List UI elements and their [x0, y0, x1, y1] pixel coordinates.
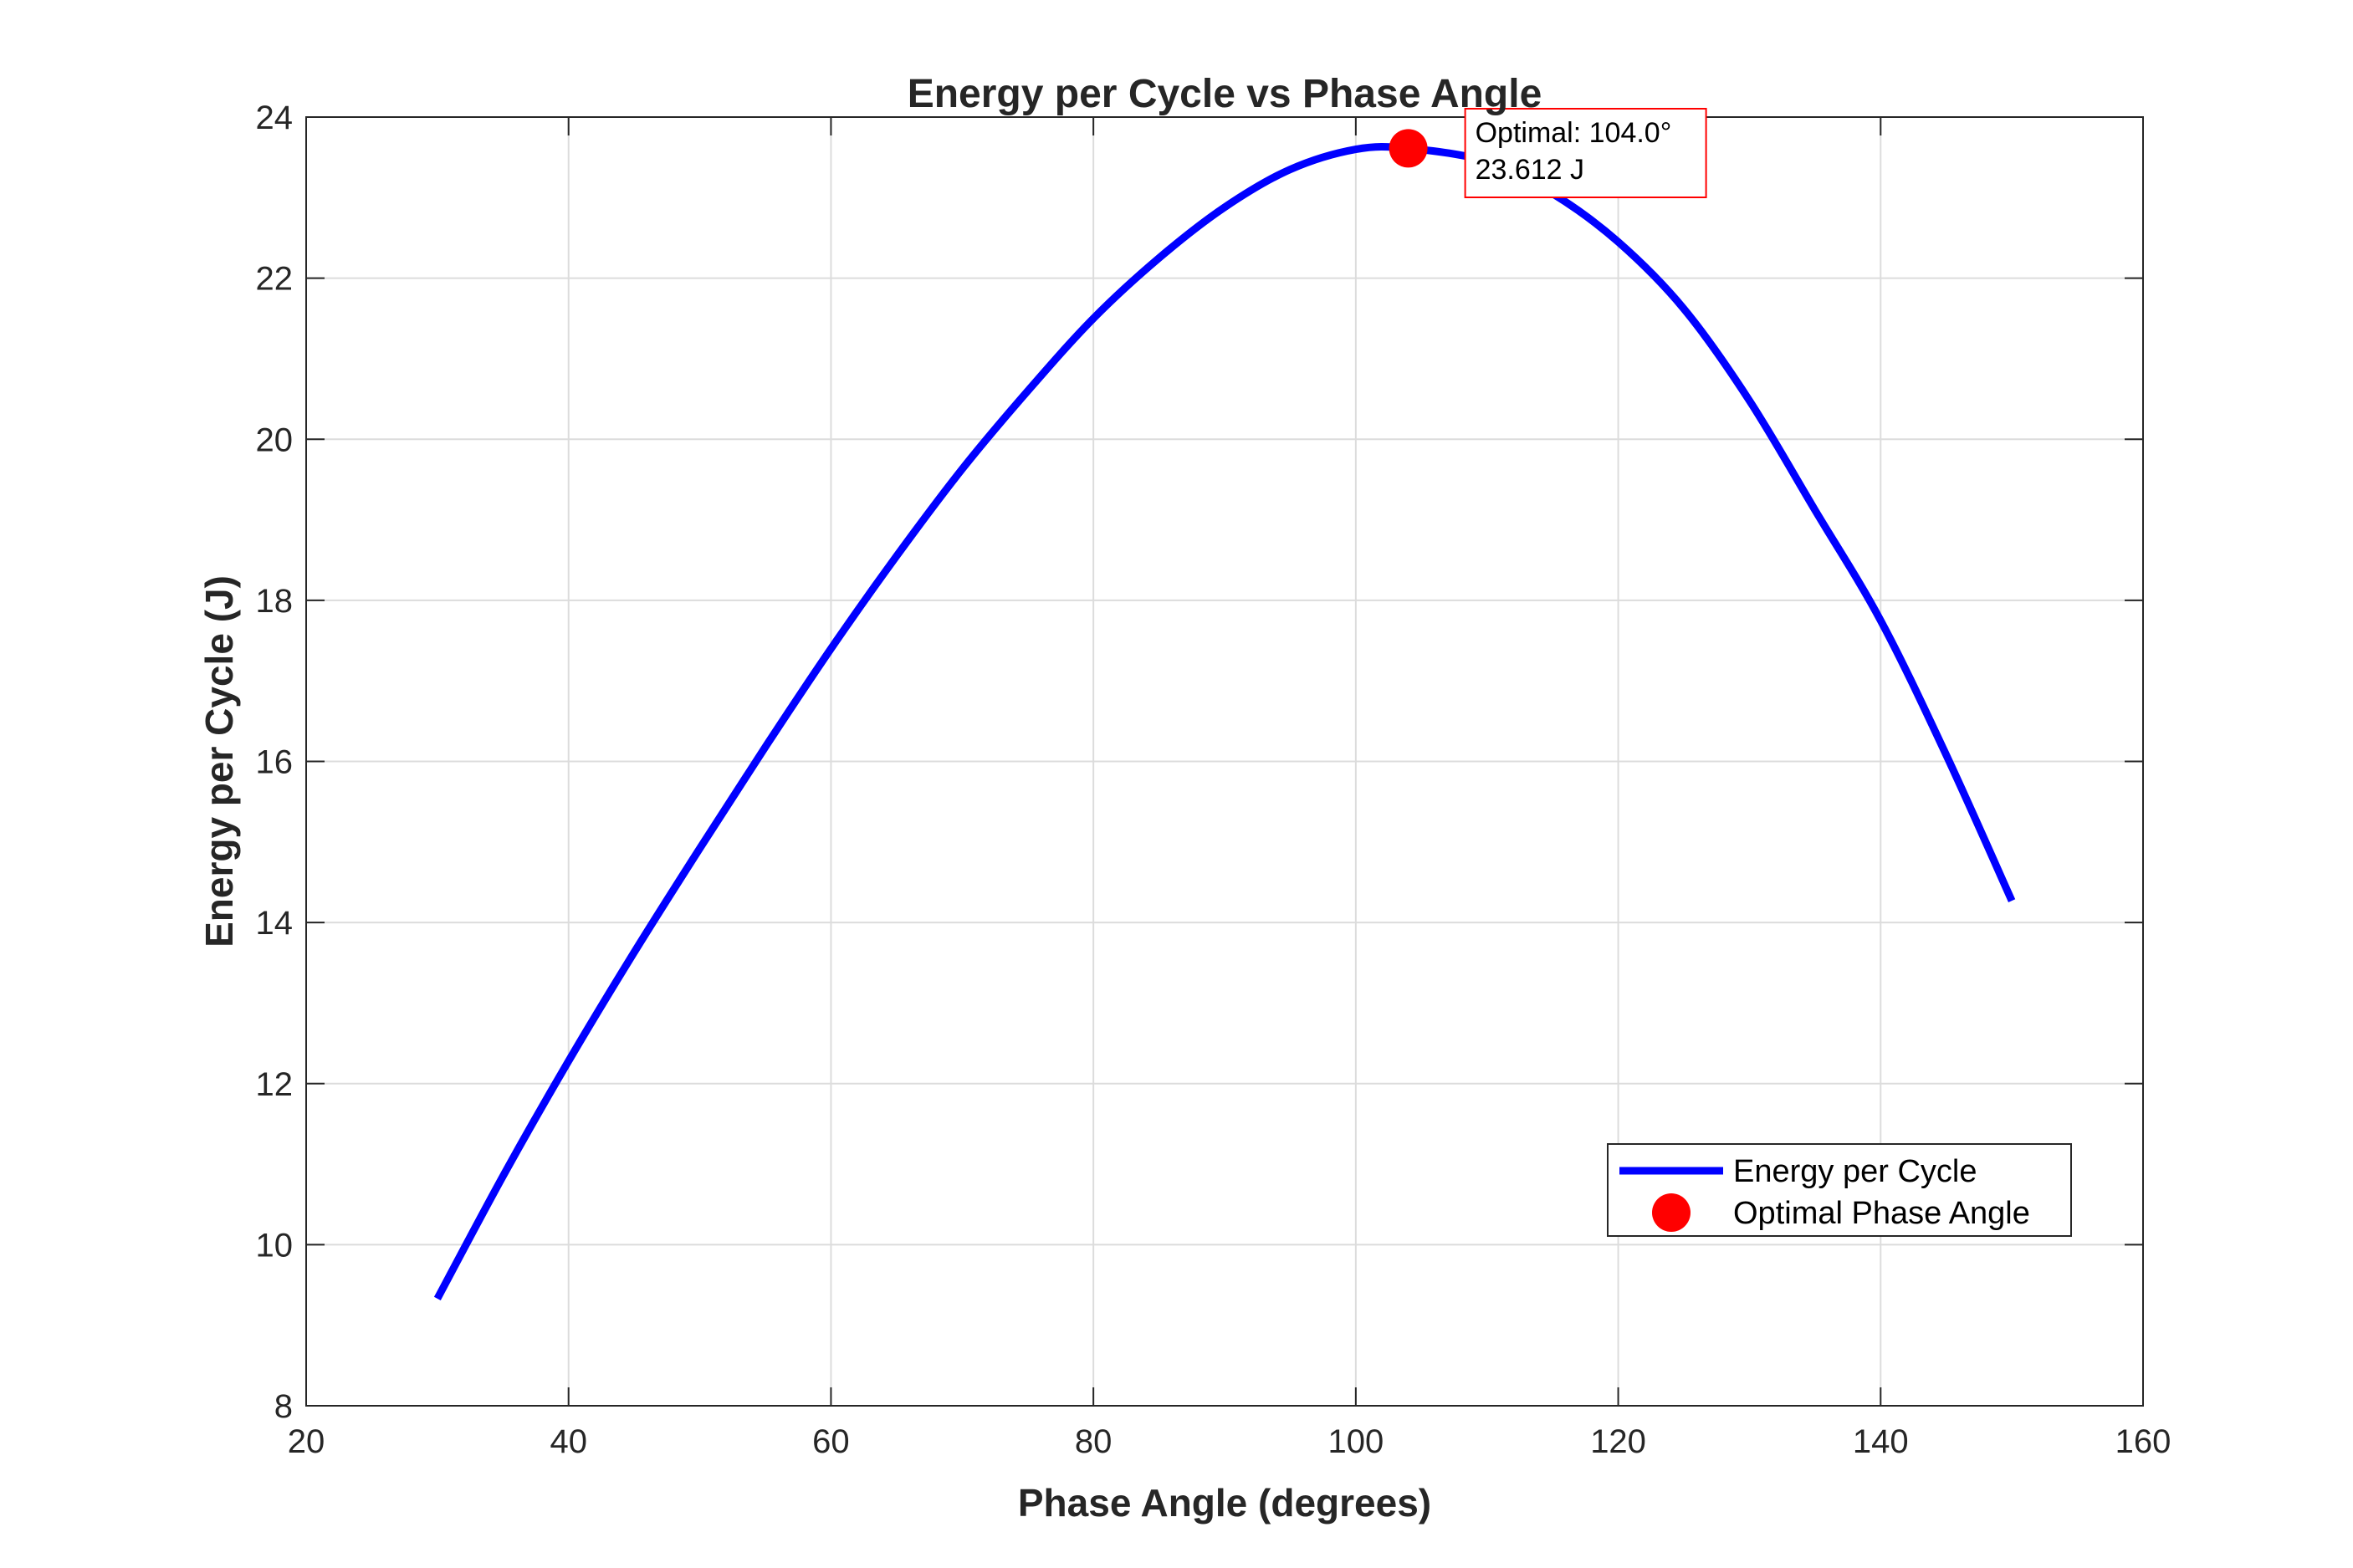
optimal-annotation: Optimal: 104.0° 23.612 J — [1464, 108, 1707, 198]
x-tick-label: 120 — [1590, 1423, 1646, 1460]
x-tick-labels: 20 40 60 80 100 120 140 160 — [288, 1423, 2171, 1460]
y-tick-label: 14 — [256, 905, 294, 942]
annotation-line-2: 23.612 J — [1476, 154, 1584, 186]
annotation-line-1: Optimal: 104.0° — [1476, 117, 1672, 149]
legend[interactable]: Energy per Cycle Optimal Phase Angle — [1607, 1143, 2072, 1237]
chart-title: Energy per Cycle vs Phase Angle — [908, 72, 1542, 116]
y-tick-label: 20 — [256, 421, 294, 458]
annotation-box — [1464, 108, 1707, 198]
series-line-energy-per-cycle — [433, 142, 2016, 1301]
y-tick-label: 12 — [256, 1066, 294, 1103]
y-tick-label: 8 — [274, 1388, 293, 1425]
legend-entry-optimal-phase-angle: Optimal Phase Angle — [1733, 1196, 2030, 1231]
legend-swatch-optimal-marker — [1652, 1193, 1691, 1232]
marker-group — [1389, 129, 1428, 168]
y-tick-label: 24 — [256, 100, 294, 136]
y-tick-label: 16 — [256, 744, 294, 781]
y-axis-label: Energy per Cycle (J) — [197, 575, 241, 947]
x-tick-label: 160 — [2115, 1423, 2171, 1460]
x-tick-label: 40 — [550, 1423, 587, 1460]
x-tick-label: 20 — [288, 1423, 325, 1460]
y-tick-label: 10 — [256, 1227, 294, 1264]
y-tick-label: 18 — [256, 583, 294, 620]
x-tick-label: 80 — [1075, 1423, 1113, 1460]
y-tick-label: 22 — [256, 261, 294, 298]
optimal-point-marker — [1389, 129, 1428, 168]
tick-marks — [305, 116, 2144, 1407]
legend-entry-energy-per-cycle: Energy per Cycle — [1733, 1154, 1977, 1189]
x-tick-label: 140 — [1853, 1423, 1909, 1460]
y-tick-labels: 8 10 12 14 16 18 20 22 24 — [256, 100, 294, 1425]
x-tick-label: 100 — [1327, 1423, 1384, 1460]
x-tick-label: 60 — [812, 1423, 850, 1460]
series-group — [433, 142, 2016, 1301]
x-axis-label: Phase Angle (degrees) — [1018, 1481, 1431, 1525]
